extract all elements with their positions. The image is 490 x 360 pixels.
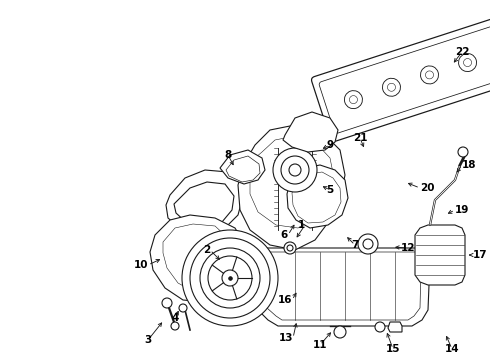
Polygon shape xyxy=(238,125,345,250)
Text: 20: 20 xyxy=(420,183,435,193)
Polygon shape xyxy=(415,225,465,285)
Polygon shape xyxy=(166,170,242,235)
Circle shape xyxy=(464,59,471,67)
Circle shape xyxy=(179,304,187,312)
Circle shape xyxy=(289,164,301,176)
Text: 11: 11 xyxy=(313,340,327,350)
Text: 10: 10 xyxy=(133,260,148,270)
Text: 22: 22 xyxy=(455,47,469,57)
Polygon shape xyxy=(245,248,430,326)
Circle shape xyxy=(287,245,293,251)
Text: 13: 13 xyxy=(278,333,293,343)
Polygon shape xyxy=(287,165,348,228)
Polygon shape xyxy=(283,112,338,152)
Text: 17: 17 xyxy=(473,250,488,260)
Circle shape xyxy=(208,256,252,300)
Circle shape xyxy=(334,326,346,338)
Circle shape xyxy=(383,78,400,96)
Text: 14: 14 xyxy=(445,344,459,354)
Circle shape xyxy=(162,298,172,308)
Polygon shape xyxy=(220,150,265,184)
Circle shape xyxy=(363,239,373,249)
Text: 15: 15 xyxy=(386,344,400,354)
Circle shape xyxy=(459,54,477,72)
Circle shape xyxy=(200,248,260,308)
Text: 8: 8 xyxy=(224,150,232,160)
Text: 7: 7 xyxy=(351,240,359,250)
Text: 12: 12 xyxy=(401,243,415,253)
Circle shape xyxy=(344,91,363,109)
Polygon shape xyxy=(150,215,245,302)
Circle shape xyxy=(281,156,309,184)
Circle shape xyxy=(358,234,378,254)
Text: 5: 5 xyxy=(326,185,334,195)
Circle shape xyxy=(458,147,468,157)
Text: 18: 18 xyxy=(462,160,476,170)
Circle shape xyxy=(420,66,439,84)
Text: 16: 16 xyxy=(277,295,292,305)
Circle shape xyxy=(190,238,270,318)
Circle shape xyxy=(222,270,238,286)
FancyBboxPatch shape xyxy=(312,14,490,141)
Circle shape xyxy=(182,230,278,326)
Circle shape xyxy=(273,148,317,192)
Text: 2: 2 xyxy=(203,245,210,255)
Text: 19: 19 xyxy=(455,205,469,215)
Text: 3: 3 xyxy=(145,335,151,345)
Text: 21: 21 xyxy=(353,133,367,143)
Circle shape xyxy=(284,242,296,254)
Text: 4: 4 xyxy=(172,313,179,323)
Circle shape xyxy=(171,322,179,330)
Circle shape xyxy=(349,96,357,104)
Circle shape xyxy=(375,322,385,332)
Text: 9: 9 xyxy=(326,140,334,150)
Text: 6: 6 xyxy=(281,230,288,240)
Circle shape xyxy=(388,83,395,91)
Text: 1: 1 xyxy=(298,220,305,230)
Circle shape xyxy=(425,71,434,79)
Polygon shape xyxy=(388,322,402,332)
